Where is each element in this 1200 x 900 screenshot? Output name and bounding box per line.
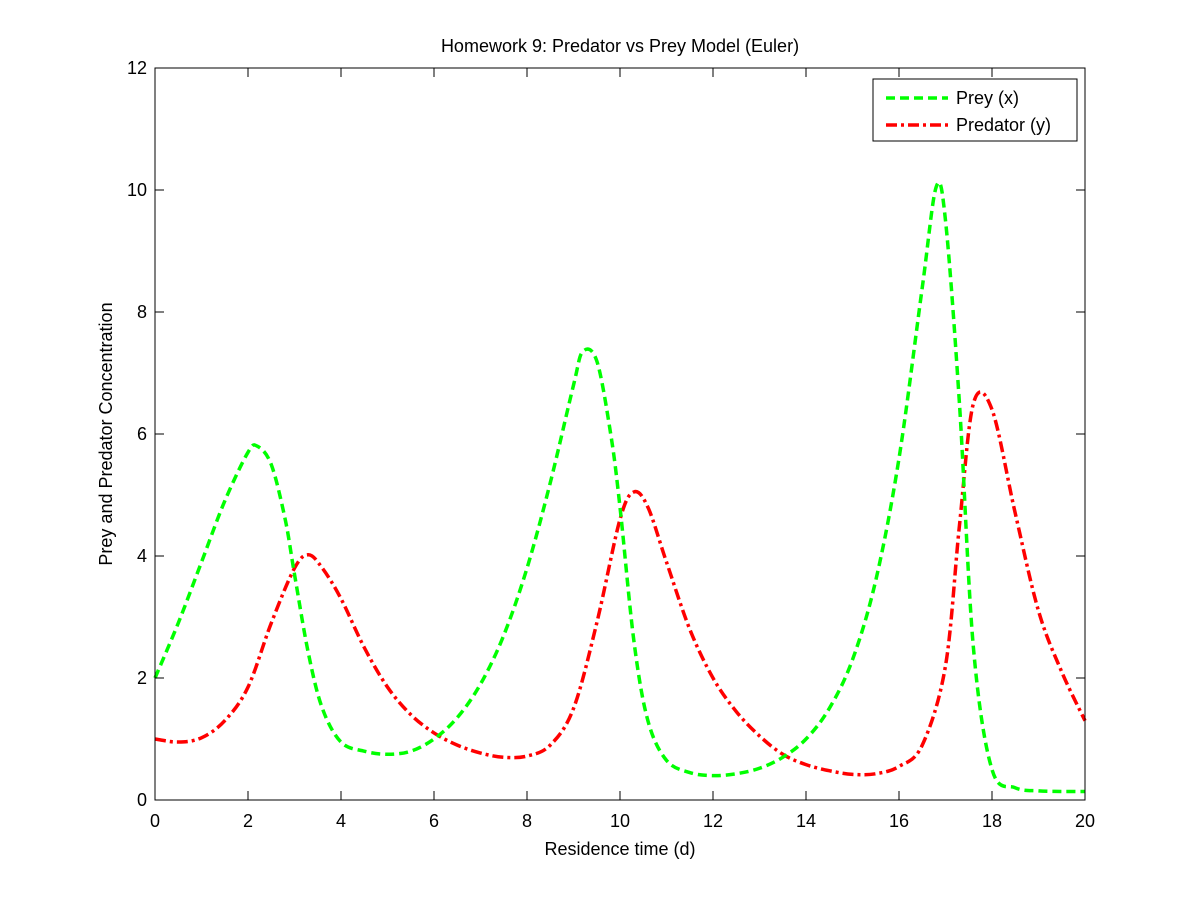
legend-label-prey: Prey (x) (956, 88, 1019, 108)
series-line-prey-x (153, 180, 1086, 794)
x-tick-label: 18 (982, 811, 1002, 831)
legend-label-predator: Predator (y) (956, 115, 1051, 135)
legend-box (872, 78, 1078, 142)
x-tick-label: 10 (610, 811, 630, 831)
ticks-layer: 0 2 4 6 8 10 12 14 16 18 20 0 2 4 6 8 10 12 (127, 58, 1095, 831)
legend: Prey (x) Predator (y) (872, 78, 1078, 142)
plot-frame (154, 67, 1086, 801)
y-tick-label: 10 (127, 180, 147, 200)
y-tick-label: 12 (127, 58, 147, 78)
x-tick-label: 0 (150, 811, 160, 831)
y-tick-label: 2 (137, 668, 147, 688)
x-tick-label: 4 (336, 811, 346, 831)
series-layer (153, 180, 1087, 794)
y-tick-label: 0 (137, 790, 147, 810)
x-tick-label: 16 (889, 811, 909, 831)
y-tick-label: 4 (137, 546, 147, 566)
x-tick-label: 14 (796, 811, 816, 831)
x-tick-label: 2 (243, 811, 253, 831)
x-tick-label: 6 (429, 811, 439, 831)
plot-area (155, 68, 1085, 800)
series-line-predator-y (154, 390, 1087, 777)
x-tick-label: 20 (1075, 811, 1095, 831)
x-axis-label: Residence time (d) (544, 839, 695, 859)
x-tick-label: 8 (522, 811, 532, 831)
y-tick-label: 8 (137, 302, 147, 322)
x-tick-label: 12 (703, 811, 723, 831)
chart-title: Homework 9: Predator vs Prey Model (Eule… (441, 36, 799, 56)
y-tick-label: 6 (137, 424, 147, 444)
y-axis-label: Prey and Predator Concentration (96, 302, 116, 565)
